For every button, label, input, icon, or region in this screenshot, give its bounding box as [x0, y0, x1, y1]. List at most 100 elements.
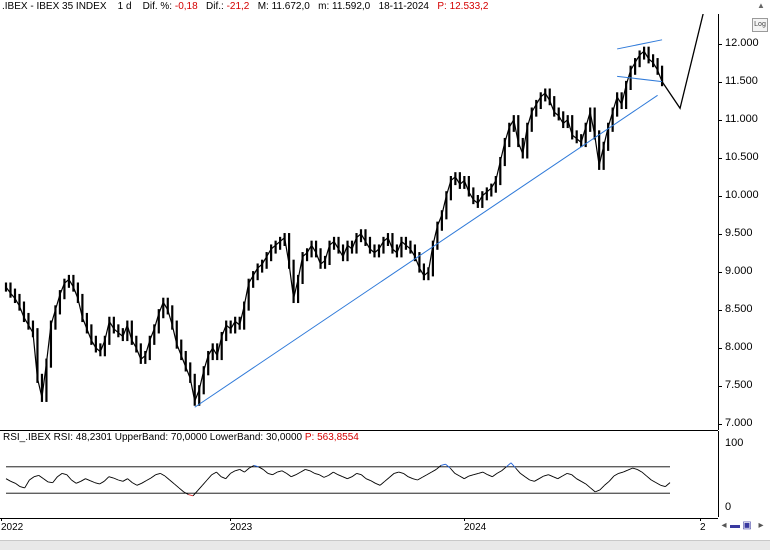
rsi-segment — [305, 469, 311, 472]
rsi-segment — [529, 479, 535, 482]
price-tick: 11.000 — [718, 112, 758, 125]
price-tick: 10.500 — [718, 150, 759, 163]
dif-label: Dif.: — [206, 1, 224, 12]
rsi-segment — [141, 480, 147, 484]
price-axis: 12.000 11.500 11.000 10.500 10.000 9.500 9.000… — [718, 14, 770, 430]
rsi-segment — [230, 470, 236, 474]
rsi-segment — [192, 490, 199, 497]
rsi-segment — [206, 474, 213, 481]
log-scale-button[interactable]: Log — [752, 18, 768, 32]
rsi-segment — [319, 474, 325, 478]
rsi-segment — [393, 471, 399, 474]
rsi-segment — [496, 470, 502, 474]
rsi-segment — [389, 473, 395, 478]
rsi-segment — [342, 476, 348, 480]
rsi-segment — [608, 475, 615, 482]
price-tick: 8.500 — [718, 302, 753, 315]
rsi-segment — [646, 475, 652, 481]
rsi-segment — [5, 478, 11, 482]
x-tick-2: 2 — [700, 518, 706, 533]
rsi-segment — [225, 473, 231, 479]
price-tick: 7.500 — [718, 378, 753, 391]
rsi-segment — [665, 482, 671, 487]
rsi-segment — [637, 469, 643, 473]
rsi-segment — [262, 469, 269, 474]
rsi-segment — [286, 473, 292, 478]
rsi-segment — [520, 473, 526, 478]
rsi-segment — [627, 467, 633, 471]
rsi-segment — [216, 471, 222, 478]
rsi-segment — [108, 476, 114, 479]
rsi-segment — [122, 478, 128, 482]
rsi-segment — [464, 475, 470, 480]
rsi-segment — [253, 465, 259, 468]
rsi-segment — [220, 476, 226, 480]
rsi-segment — [351, 473, 357, 478]
trendline-2 — [617, 75, 663, 83]
rsi-chart[interactable] — [0, 445, 718, 517]
rsi-segment — [552, 476, 558, 480]
rsi-tick-100: 100 — [725, 437, 744, 449]
rsi-segment — [501, 466, 507, 472]
price-tick: 8.000 — [718, 340, 753, 353]
price-chart[interactable] — [0, 14, 718, 431]
rsi-segment — [403, 473, 409, 478]
rsi-segment — [169, 479, 175, 485]
rsi-segment — [333, 471, 339, 476]
rsi-segment — [449, 467, 456, 474]
rsi-segment — [534, 478, 540, 482]
rsi-segment — [52, 476, 58, 483]
rsi-segment — [277, 470, 283, 473]
rsi-segment — [103, 476, 110, 482]
rsi-segment — [580, 480, 587, 485]
rsi-segment — [440, 463, 446, 466]
rsi-segment — [43, 478, 49, 483]
max-value: 11.672,0 — [271, 1, 310, 12]
rsi-segment — [478, 471, 484, 474]
rsi-segment — [337, 474, 343, 478]
minimize-icon[interactable]: ▬ — [730, 520, 740, 531]
x-tick-2022: 2022 — [1, 518, 24, 533]
rsi-segment — [506, 462, 512, 468]
rsi-segment — [94, 482, 100, 485]
rsi-segment — [613, 473, 619, 477]
price-tick: 11.500 — [718, 74, 758, 87]
price-tick: 7.000 — [718, 417, 753, 429]
rsi-segment — [651, 479, 657, 484]
horizontal-scrollbar[interactable] — [0, 540, 770, 550]
rsi-segment — [618, 471, 624, 474]
symbol-label: .IBEX - IBEX 35 INDEX — [2, 1, 107, 12]
max-label: M: — [257, 1, 269, 12]
collapse-icon[interactable]: ▲ — [757, 1, 765, 10]
price-line — [5, 50, 663, 404]
chart-header: .IBEX - IBEX 35 INDEX 1 d Dif. %: -0,18 … — [0, 0, 720, 14]
rsi-segment — [417, 476, 423, 481]
rsi-segment — [562, 473, 568, 477]
rsi-segment — [576, 478, 582, 482]
dif-pct-label: Dif. %: — [142, 1, 173, 12]
scroll-left-icon[interactable]: ◂ — [721, 520, 727, 531]
rsi-segment — [421, 474, 428, 478]
save-icon[interactable]: ▣ — [742, 520, 752, 531]
rsi-segment — [57, 473, 63, 478]
rsi-segment — [235, 469, 240, 472]
rsi-header-text: RSI_.IBEX RSI: 48,2301 UpperBand: 70,000… — [3, 432, 303, 443]
rsi-segment — [567, 472, 572, 476]
rsi-segment — [295, 471, 301, 476]
rsi-segment — [146, 477, 152, 482]
price-tick: 12.000 — [718, 36, 759, 49]
trendline-1 — [617, 39, 663, 50]
rsi-segment — [585, 483, 591, 489]
rsi-segment — [365, 478, 371, 482]
rsi-segment — [80, 478, 86, 482]
rsi-segment — [48, 481, 53, 484]
rsi-segment — [473, 472, 479, 476]
rsi-segment — [281, 470, 287, 474]
rsi-segment — [454, 473, 460, 477]
time-axis: 2022 2023 2024 2 — [0, 518, 718, 541]
rsi-segment — [19, 486, 25, 489]
scroll-right-icon[interactable]: ▸ — [758, 520, 764, 531]
rsi-segment — [426, 471, 432, 476]
rsi-segment — [435, 465, 442, 470]
rsi-segment — [248, 465, 255, 469]
